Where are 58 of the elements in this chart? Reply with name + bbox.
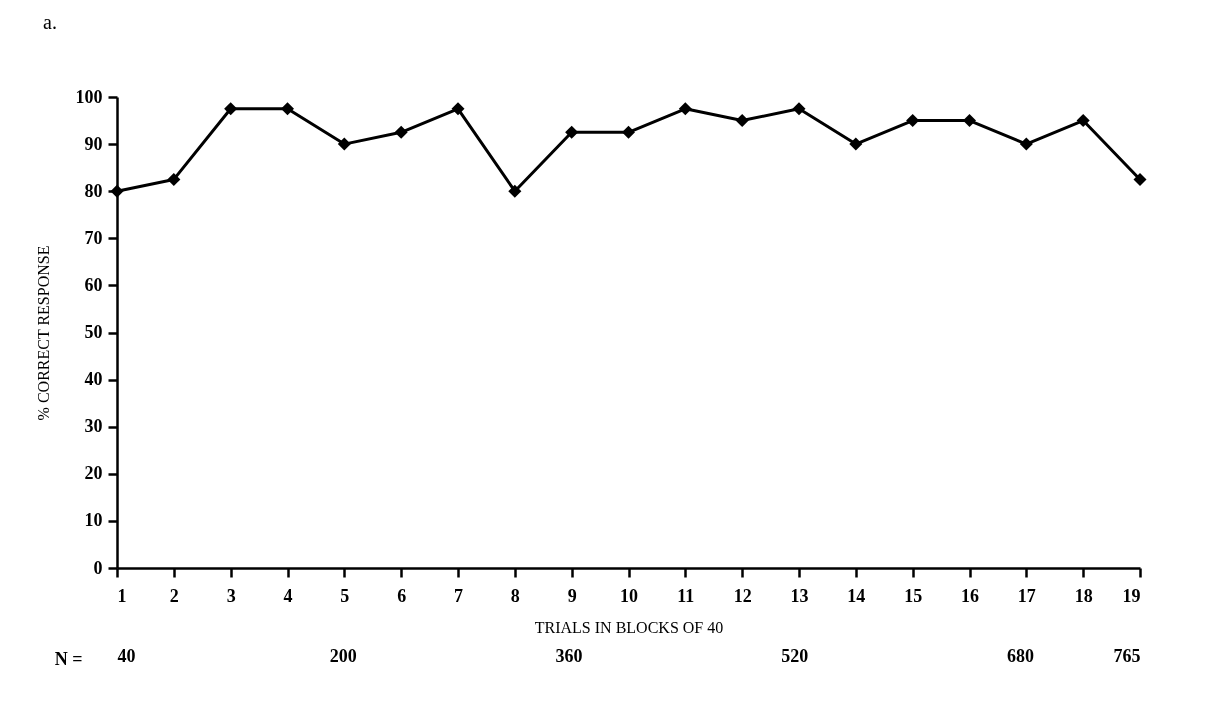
point xyxy=(337,137,351,151)
x-tick-label: 18 xyxy=(1074,585,1093,606)
x-axis-title: TRIALS IN BLOCKS OF 40 xyxy=(534,618,724,636)
point xyxy=(508,184,522,198)
x2-axis-title: N = xyxy=(54,648,83,669)
point xyxy=(451,102,465,116)
x-tick-label: 15 xyxy=(904,585,923,606)
x-tick-label: 2 xyxy=(169,585,179,606)
point xyxy=(1133,172,1147,186)
point xyxy=(394,125,408,139)
y-axis-title: % CORRECT RESPONSE xyxy=(34,245,52,421)
x-tick-label: 3 xyxy=(226,585,236,606)
y-tick-label: 100 xyxy=(75,86,103,107)
x-tick-label: 14 xyxy=(847,585,866,606)
x-tick-label: 17 xyxy=(1017,585,1036,606)
point xyxy=(792,102,806,116)
x-tick-label: 16 xyxy=(961,585,979,606)
point xyxy=(849,137,863,151)
x2-tick-label: 520 xyxy=(781,645,809,666)
point xyxy=(1019,137,1033,151)
y-tick-label: 20 xyxy=(84,463,103,484)
point xyxy=(962,114,977,128)
x-tick-label: 10 xyxy=(620,585,638,606)
point xyxy=(167,172,181,186)
y-tick-label: 90 xyxy=(84,133,103,154)
chart-title: a. xyxy=(43,11,57,33)
point xyxy=(678,102,692,116)
x-tick-label: 19 xyxy=(1122,585,1141,606)
x-tick-label: 6 xyxy=(397,585,407,606)
y-tick-label: 40 xyxy=(84,369,103,390)
x-tick-label: 11 xyxy=(677,585,695,606)
x2-tick-label: 40 xyxy=(117,645,136,666)
y-tick-label: 60 xyxy=(84,274,103,295)
x-tick-label: 12 xyxy=(733,585,752,606)
y-tick-label: 10 xyxy=(84,510,103,531)
x-tick-label: 13 xyxy=(790,585,809,606)
y-tick-label: 30 xyxy=(84,416,103,437)
x2-tick-label: 200 xyxy=(329,645,357,666)
x-tick-label: 7 xyxy=(454,585,463,606)
x2-tick-label: 680 xyxy=(1007,645,1035,666)
x-tick-label: 9 xyxy=(567,585,577,606)
x-tick-label: 8 xyxy=(510,585,520,606)
point xyxy=(906,114,920,128)
point xyxy=(224,102,238,116)
y-tick-label: 70 xyxy=(84,227,103,248)
x-tick-label: 1 xyxy=(117,585,127,606)
point xyxy=(565,125,579,139)
point xyxy=(621,125,636,139)
x-tick-label: 4 xyxy=(283,585,293,606)
y-tick-label: 80 xyxy=(84,180,103,201)
point xyxy=(735,114,749,128)
y-tick-label: 0 xyxy=(93,557,103,578)
x2-tick-label: 765 xyxy=(1113,645,1141,666)
y-tick-label: 50 xyxy=(84,322,103,342)
point xyxy=(1076,114,1090,128)
x2-tick-label: 360 xyxy=(555,645,583,666)
x-tick-label: 5 xyxy=(340,585,350,606)
point xyxy=(280,102,295,116)
